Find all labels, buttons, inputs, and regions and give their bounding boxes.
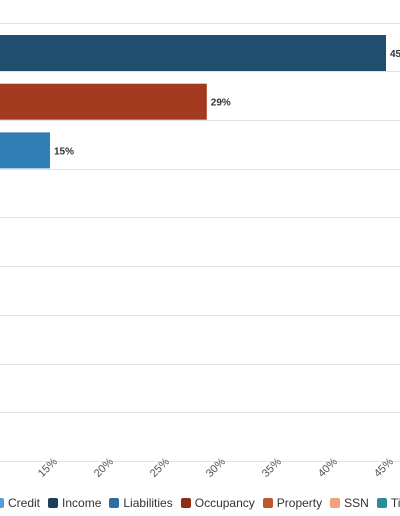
legend-swatch <box>376 498 387 508</box>
bar-income[interactable] <box>0 35 386 71</box>
x-tick-label: 25% <box>148 456 172 480</box>
legend-swatch <box>0 498 4 508</box>
x-tick-label: 35% <box>260 456 284 480</box>
data-label: 15% <box>54 146 74 157</box>
legend-item-liabilities[interactable]: Liabilities <box>109 496 173 510</box>
legend: Credit Income Liabilities Occupancy Property… <box>0 493 400 513</box>
x-tick-label: 20% <box>92 456 116 480</box>
legend-swatch <box>109 498 120 508</box>
x-tick-label: 15% <box>36 456 60 480</box>
legend-label: Property <box>276 496 323 510</box>
legend-label: Liabilities <box>123 496 173 510</box>
legend-label: Occupancy <box>194 496 255 510</box>
legend-item-property[interactable]: Property <box>262 496 323 510</box>
legend-label: Title <box>390 496 400 510</box>
grid-lines <box>0 23 400 462</box>
legend-item-ssn[interactable]: SSN <box>330 496 369 510</box>
legend-swatch <box>48 498 59 508</box>
legend-item-title[interactable]: Title <box>376 496 400 510</box>
bar-liabilities[interactable] <box>0 132 50 169</box>
legend-item-credit[interactable]: Credit <box>0 496 40 510</box>
legend-label: Credit <box>8 496 41 510</box>
legend-label: SSN <box>344 496 369 510</box>
data-label: 29% <box>211 98 231 109</box>
data-label: 45% <box>390 49 400 60</box>
bars <box>0 35 386 169</box>
x-tick-label: 40% <box>316 456 340 480</box>
data-labels: 45% 29% 15% <box>54 49 400 157</box>
legend-item-income[interactable]: Income <box>48 496 101 510</box>
legend-swatch <box>330 498 341 508</box>
x-tick-label: 30% <box>204 456 228 480</box>
legend-label: Income <box>62 496 102 510</box>
x-tick-label: 45% <box>372 456 396 480</box>
legend-swatch <box>262 498 273 508</box>
x-axis-ticks: 15% 20% 25% 30% 35% 40% 45% <box>36 456 396 480</box>
legend-swatch <box>180 498 191 508</box>
bar-property[interactable] <box>0 83 207 120</box>
legend-item-occupancy[interactable]: Occupancy <box>180 496 255 510</box>
